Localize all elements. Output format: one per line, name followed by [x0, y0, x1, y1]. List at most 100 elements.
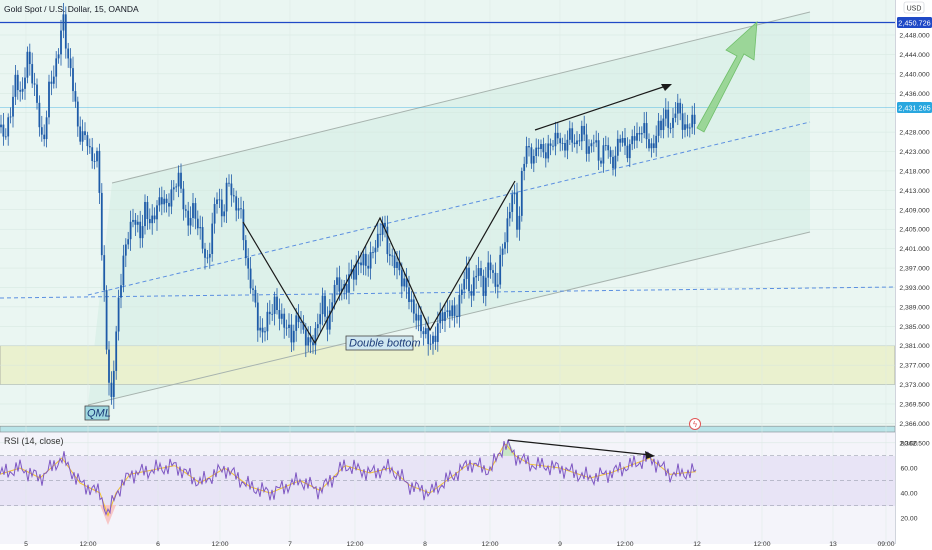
candle-body	[408, 287, 410, 303]
candle-body	[278, 310, 281, 319]
candle-body	[355, 264, 358, 280]
candle-body	[568, 128, 571, 140]
candle-body	[429, 343, 432, 345]
candle-body	[616, 138, 619, 156]
time-tick-label: 09:00	[877, 541, 894, 548]
candle-body	[657, 120, 660, 136]
candle-body	[127, 239, 130, 245]
candle-body	[124, 244, 127, 256]
candle-body	[264, 331, 266, 333]
candle-body	[465, 267, 468, 279]
candle-body	[516, 192, 518, 230]
time-tick-label: 9	[558, 541, 562, 548]
candle-body	[463, 278, 466, 290]
rsi-tick-labels: 80.00 60.00 40.00 20.00	[900, 441, 917, 523]
candle-body	[403, 278, 406, 287]
candle-body	[595, 140, 598, 143]
candle-body	[273, 296, 276, 314]
price-tick-label: 2,448.000	[899, 33, 929, 40]
candle-body	[547, 143, 550, 159]
candle-body	[261, 327, 264, 333]
event-badge-icon[interactable]	[689, 418, 701, 430]
candle-body	[400, 270, 403, 287]
candle-body	[578, 140, 581, 142]
candle-body	[271, 313, 274, 315]
candle-body	[640, 133, 643, 135]
candle-body	[240, 208, 242, 210]
candle-body	[410, 299, 413, 303]
candle-body	[321, 295, 324, 315]
currency-button[interactable]	[903, 1, 925, 14]
candle-body	[470, 291, 473, 296]
candle-body	[218, 199, 221, 201]
candle-body	[544, 152, 547, 159]
candle-body	[21, 88, 24, 92]
candle-body	[28, 51, 31, 65]
candle-body	[249, 268, 252, 289]
candle-body	[139, 221, 142, 239]
candle-body	[105, 290, 108, 350]
time-axis[interactable]	[0, 544, 932, 550]
candle-body	[333, 284, 336, 303]
candle-body	[532, 156, 535, 164]
candle-body	[376, 233, 379, 248]
candle-body	[660, 120, 662, 131]
candle-body	[312, 342, 314, 346]
candle-body	[475, 275, 478, 278]
candle-body	[367, 265, 370, 269]
candle-body	[52, 76, 55, 84]
candle-body	[468, 267, 470, 292]
candle-body	[252, 288, 254, 290]
price-axis[interactable]	[895, 0, 932, 544]
symbol-title: Gold Spot / U.S. Dollar, 15, OANDA	[4, 4, 139, 14]
candle-body	[50, 81, 53, 84]
rsi-tick-label: 60.00	[900, 466, 917, 473]
candle-body	[254, 289, 257, 303]
candle-body	[412, 299, 415, 314]
qml-label-box	[84, 405, 110, 421]
candle-body	[300, 321, 302, 323]
time-tick-label: 8	[423, 541, 427, 548]
candle-body	[288, 324, 290, 328]
candle-body	[192, 203, 194, 218]
candle-body	[664, 109, 667, 119]
candle-body	[612, 156, 614, 169]
target-arrow	[696, 21, 758, 133]
channel-mid-line	[87, 121, 811, 296]
candle-body	[381, 222, 384, 235]
price-tick-label: 2,362.500	[899, 440, 929, 447]
rsi-tick-label: 40.00	[900, 491, 917, 498]
candle-body	[266, 311, 269, 332]
candle-body	[614, 155, 617, 169]
candle-body	[434, 335, 437, 342]
candle-body	[225, 182, 228, 212]
candle-body	[345, 284, 348, 293]
candle-body	[4, 136, 7, 138]
candle-body	[64, 14, 67, 49]
double-bottom-w-pattern	[242, 180, 516, 345]
candle-body	[48, 81, 50, 118]
qml-label: QML	[87, 408, 111, 420]
candle-body	[420, 314, 422, 332]
candle-body	[564, 142, 566, 151]
candle-body	[9, 116, 12, 118]
candle-body	[242, 209, 245, 241]
candle-body	[170, 189, 173, 207]
candle-body	[340, 288, 343, 292]
candle-body	[597, 140, 600, 161]
candle-body	[386, 226, 389, 255]
candle-body	[693, 114, 696, 124]
candle-body	[645, 123, 648, 140]
candle-body	[12, 96, 14, 117]
candle-body	[508, 211, 511, 219]
candle-body	[393, 255, 396, 268]
candle-body	[525, 146, 528, 164]
price-tick-label: 2,405.000	[899, 227, 929, 234]
candle-body	[688, 127, 691, 129]
candle-body	[156, 205, 158, 220]
candle-body	[93, 161, 96, 162]
candle-body	[319, 314, 322, 325]
candle-body	[576, 140, 578, 145]
candle-body	[472, 277, 475, 296]
candle-body	[19, 90, 22, 92]
